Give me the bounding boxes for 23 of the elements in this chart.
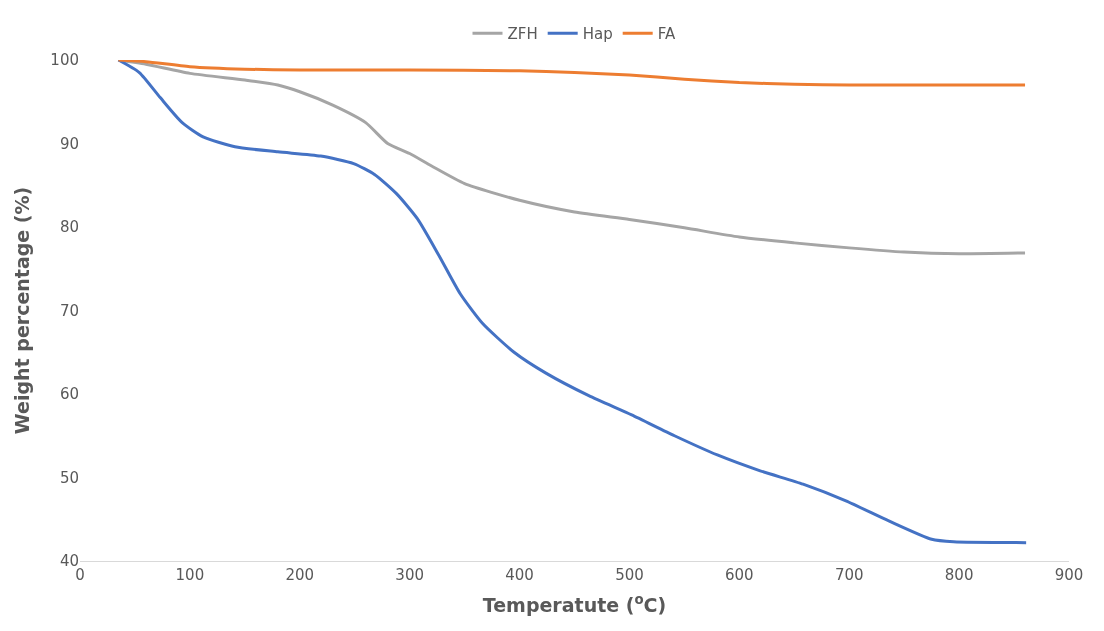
- y-tick-label: 60: [59, 385, 79, 404]
- y-tick-label: 50: [59, 468, 79, 487]
- x-axis-title: Temperatute ($^{o}$C): [482, 591, 667, 616]
- x-tick-label: 500: [615, 566, 644, 584]
- x-tick-label: 900: [1054, 566, 1084, 584]
- y-tick-label: 80: [59, 218, 79, 237]
- line-series: [116, 60, 1028, 545]
- x-tick-label: 700: [834, 566, 864, 584]
- y-tick-label: 70: [59, 301, 79, 320]
- line-series: [116, 60, 1027, 87]
- y-tick-label: 100: [50, 51, 79, 70]
- legend-label: FA: [657, 25, 676, 44]
- legend-label: ZFH: [507, 25, 538, 44]
- x-tick-label: 200: [285, 566, 315, 584]
- x-tick-label: 400: [505, 566, 534, 584]
- x-tick-label: 600: [725, 566, 754, 584]
- y-tick-label: 90: [59, 134, 79, 153]
- x-tick-label: 300: [395, 566, 424, 584]
- legend-label: Hap: [582, 25, 613, 44]
- x-tick-label: 800: [944, 566, 974, 584]
- y-axis-title: Weight percentage (%): [11, 186, 34, 435]
- x-tick-label: 0: [75, 566, 85, 584]
- x-tick-label: 100: [175, 566, 205, 584]
